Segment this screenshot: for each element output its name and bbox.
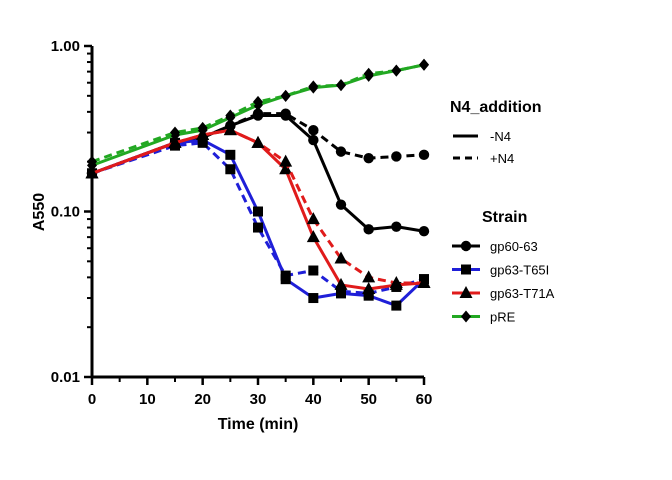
- legend-entry-gp60-63: gp60-63: [452, 239, 538, 254]
- legend: N4_addition -N4 +N4 Strain gp60-63 gp63-T…: [450, 99, 555, 325]
- data-point: [168, 135, 182, 148]
- y-tick-label: 0.01: [51, 369, 80, 386]
- x-tick-label: 10: [139, 391, 156, 408]
- strain-legend: gp60-63 gp63-T65I gp63-T71A pRE: [452, 239, 555, 325]
- data-point: [279, 154, 293, 167]
- x-tick-label: 50: [360, 391, 377, 408]
- legend-label: gp63-T71A: [490, 286, 555, 301]
- data-point: [308, 293, 319, 304]
- data-point: [335, 199, 347, 210]
- data-point: [225, 149, 236, 160]
- data-point: [306, 230, 320, 243]
- x-tick-label: 30: [250, 391, 267, 408]
- data-point: [391, 64, 402, 77]
- data-point: [280, 270, 291, 281]
- series-layer: [85, 58, 431, 311]
- data-point: [308, 80, 319, 93]
- data-point: [336, 79, 346, 92]
- data-point: [417, 275, 431, 288]
- data-point: [308, 134, 319, 146]
- legend-title-strain: Strain: [482, 209, 527, 226]
- data-point: [251, 135, 265, 148]
- data-point: [253, 222, 263, 233]
- legend-label-plus-n4: +N4: [490, 151, 514, 166]
- data-point: [336, 286, 346, 297]
- series-line: [91, 112, 425, 175]
- series-line: [91, 63, 425, 164]
- ticks-layer: 0 10 20 30 40 50 60 0.01 0.10 1.00: [51, 38, 433, 408]
- data-point: [306, 212, 320, 225]
- x-tick-label: 20: [194, 391, 211, 408]
- data-point: [419, 58, 429, 71]
- data-point: [391, 151, 402, 162]
- data-point: [362, 282, 376, 295]
- legend-label-minus-n4: -N4: [490, 129, 511, 144]
- legend-swatch-marker: [461, 310, 471, 323]
- data-point: [170, 126, 180, 139]
- data-point: [334, 251, 348, 264]
- legend-entry-pRE: pRE: [452, 310, 516, 325]
- legend-label: pRE: [490, 310, 516, 325]
- data-point: [197, 137, 208, 148]
- legend-title-n4: N4_addition: [450, 99, 542, 116]
- data-point: [363, 67, 374, 80]
- legend-label: gp60-63: [490, 239, 538, 254]
- series-gp63-T65I-plus-n4: [87, 137, 429, 299]
- y-tick-label: 1.00: [51, 38, 80, 55]
- data-point: [279, 162, 293, 175]
- x-tick-label: 40: [305, 391, 322, 408]
- x-tick-label: 0: [88, 391, 96, 408]
- data-point: [362, 270, 376, 283]
- data-point: [280, 108, 291, 119]
- data-point: [389, 275, 403, 288]
- series-line: [91, 141, 425, 295]
- data-point: [252, 108, 264, 119]
- data-point: [253, 95, 263, 108]
- data-point: [223, 123, 237, 136]
- data-point: [391, 221, 402, 232]
- series-gp60-63-minus-n4: [86, 110, 430, 237]
- series-pRE-plus-n4: [87, 58, 429, 168]
- legend-entry-gp63-T65I: gp63-T65I: [452, 263, 549, 278]
- data-point: [363, 224, 374, 235]
- data-point: [418, 149, 430, 161]
- data-point: [197, 121, 208, 134]
- legend-entry-gp63-T71A: gp63-T71A: [452, 286, 555, 301]
- data-point: [225, 164, 236, 175]
- data-point: [280, 89, 291, 102]
- legend-swatch-marker: [459, 286, 473, 298]
- data-point: [418, 226, 430, 237]
- data-point: [334, 277, 348, 290]
- data-point: [363, 152, 374, 164]
- y-tick-label: 0.10: [51, 204, 80, 221]
- y-axis-title: A550: [31, 193, 48, 231]
- data-point: [225, 109, 236, 122]
- legend-swatch-marker: [461, 264, 471, 275]
- x-axis-title: Time (min): [218, 416, 299, 433]
- legend-swatch-marker: [460, 240, 472, 252]
- data-point: [308, 265, 319, 276]
- x-tick-label: 60: [416, 391, 433, 408]
- data-point: [308, 124, 319, 136]
- legend-label: gp63-T65I: [490, 263, 549, 278]
- data-point: [391, 300, 402, 311]
- data-point: [335, 146, 347, 157]
- data-point: [253, 206, 263, 217]
